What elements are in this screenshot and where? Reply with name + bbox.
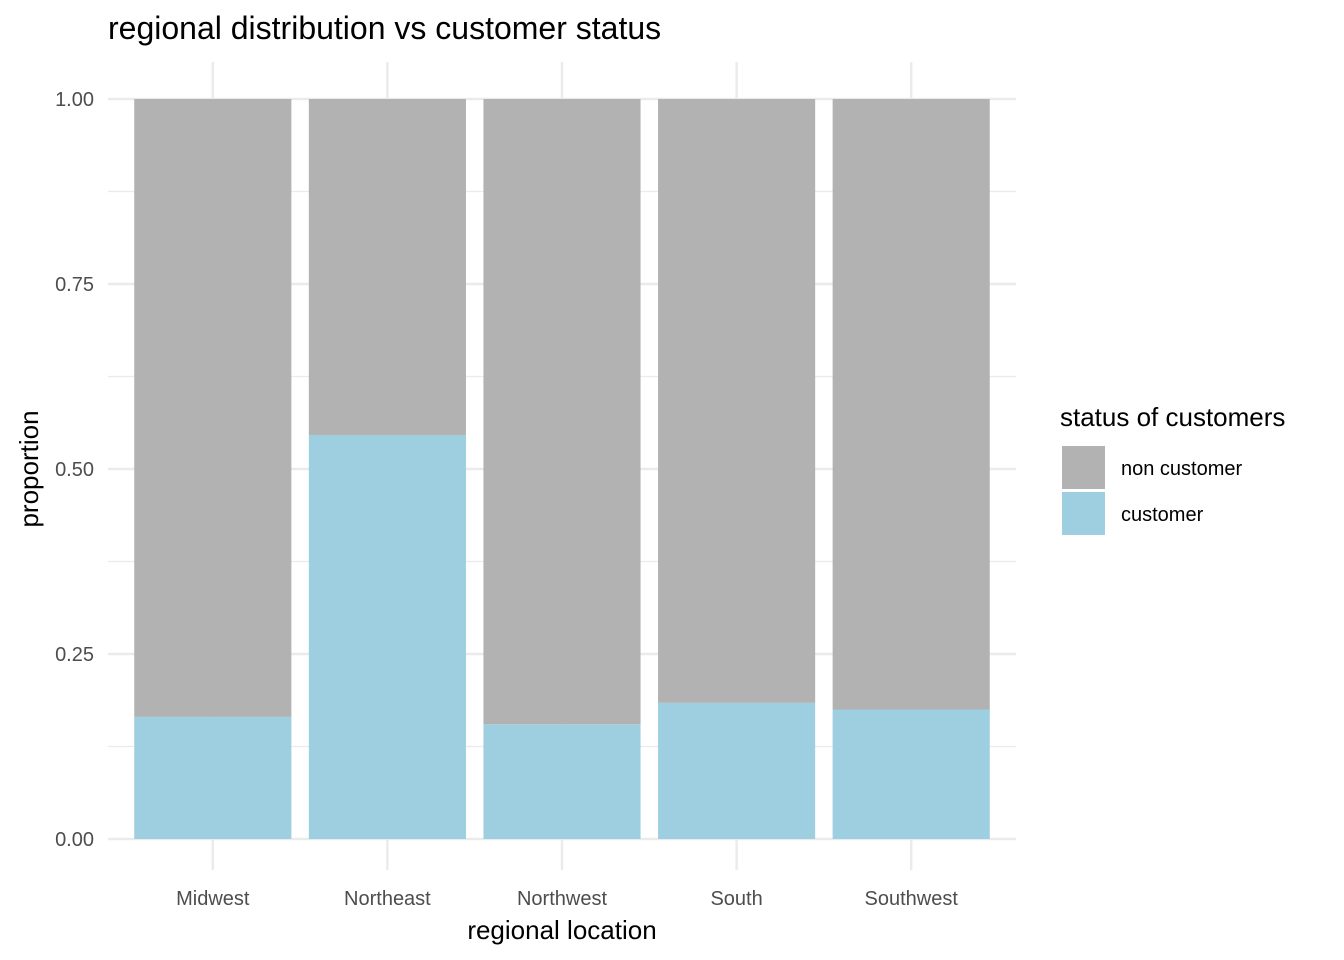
legend: status of customers non customer customer [1060,402,1285,535]
y-tick-label: 0.25 [55,644,94,666]
x-tick-label: South [710,888,762,910]
legend-key-non-customer [1062,446,1105,489]
y-tick-label: 0.00 [55,829,94,851]
bar-south-non-customer [658,99,816,703]
x-tick-label: Northwest [517,888,607,910]
bar-south-customer [658,702,816,839]
x-tick-label: Southwest [865,888,959,910]
bar-midwest-customer [134,716,292,839]
legend-title: status of customers [1060,402,1285,432]
chart-title: regional distribution vs customer status [108,10,661,46]
x-tick-label: Northeast [344,888,431,910]
y-tick-label: 1.00 [55,89,94,111]
bar-midwest-non-customer [134,99,292,717]
y-tick-labels: 0.00 0.25 0.50 0.75 1.00 [55,89,94,851]
bar-southwest-non-customer [832,99,990,710]
bars [134,99,990,839]
legend-label: non customer [1121,458,1243,480]
x-tick-labels: Midwest Northeast Northwest South Southwest [176,888,958,910]
legend-key-customer [1062,492,1105,535]
bar-northwest-customer [483,724,641,839]
bar-northeast-non-customer [308,99,466,435]
y-tick-label: 0.50 [55,459,94,481]
y-tick-label: 0.75 [55,274,94,296]
bar-northwest-non-customer [483,99,641,725]
legend-label: customer [1121,504,1204,526]
bar-southwest-customer [832,709,990,839]
x-axis-title: regional location [467,915,656,945]
bar-northeast-customer [308,434,466,839]
x-tick-label: Midwest [176,888,250,910]
y-axis-title: proportion [14,410,44,527]
